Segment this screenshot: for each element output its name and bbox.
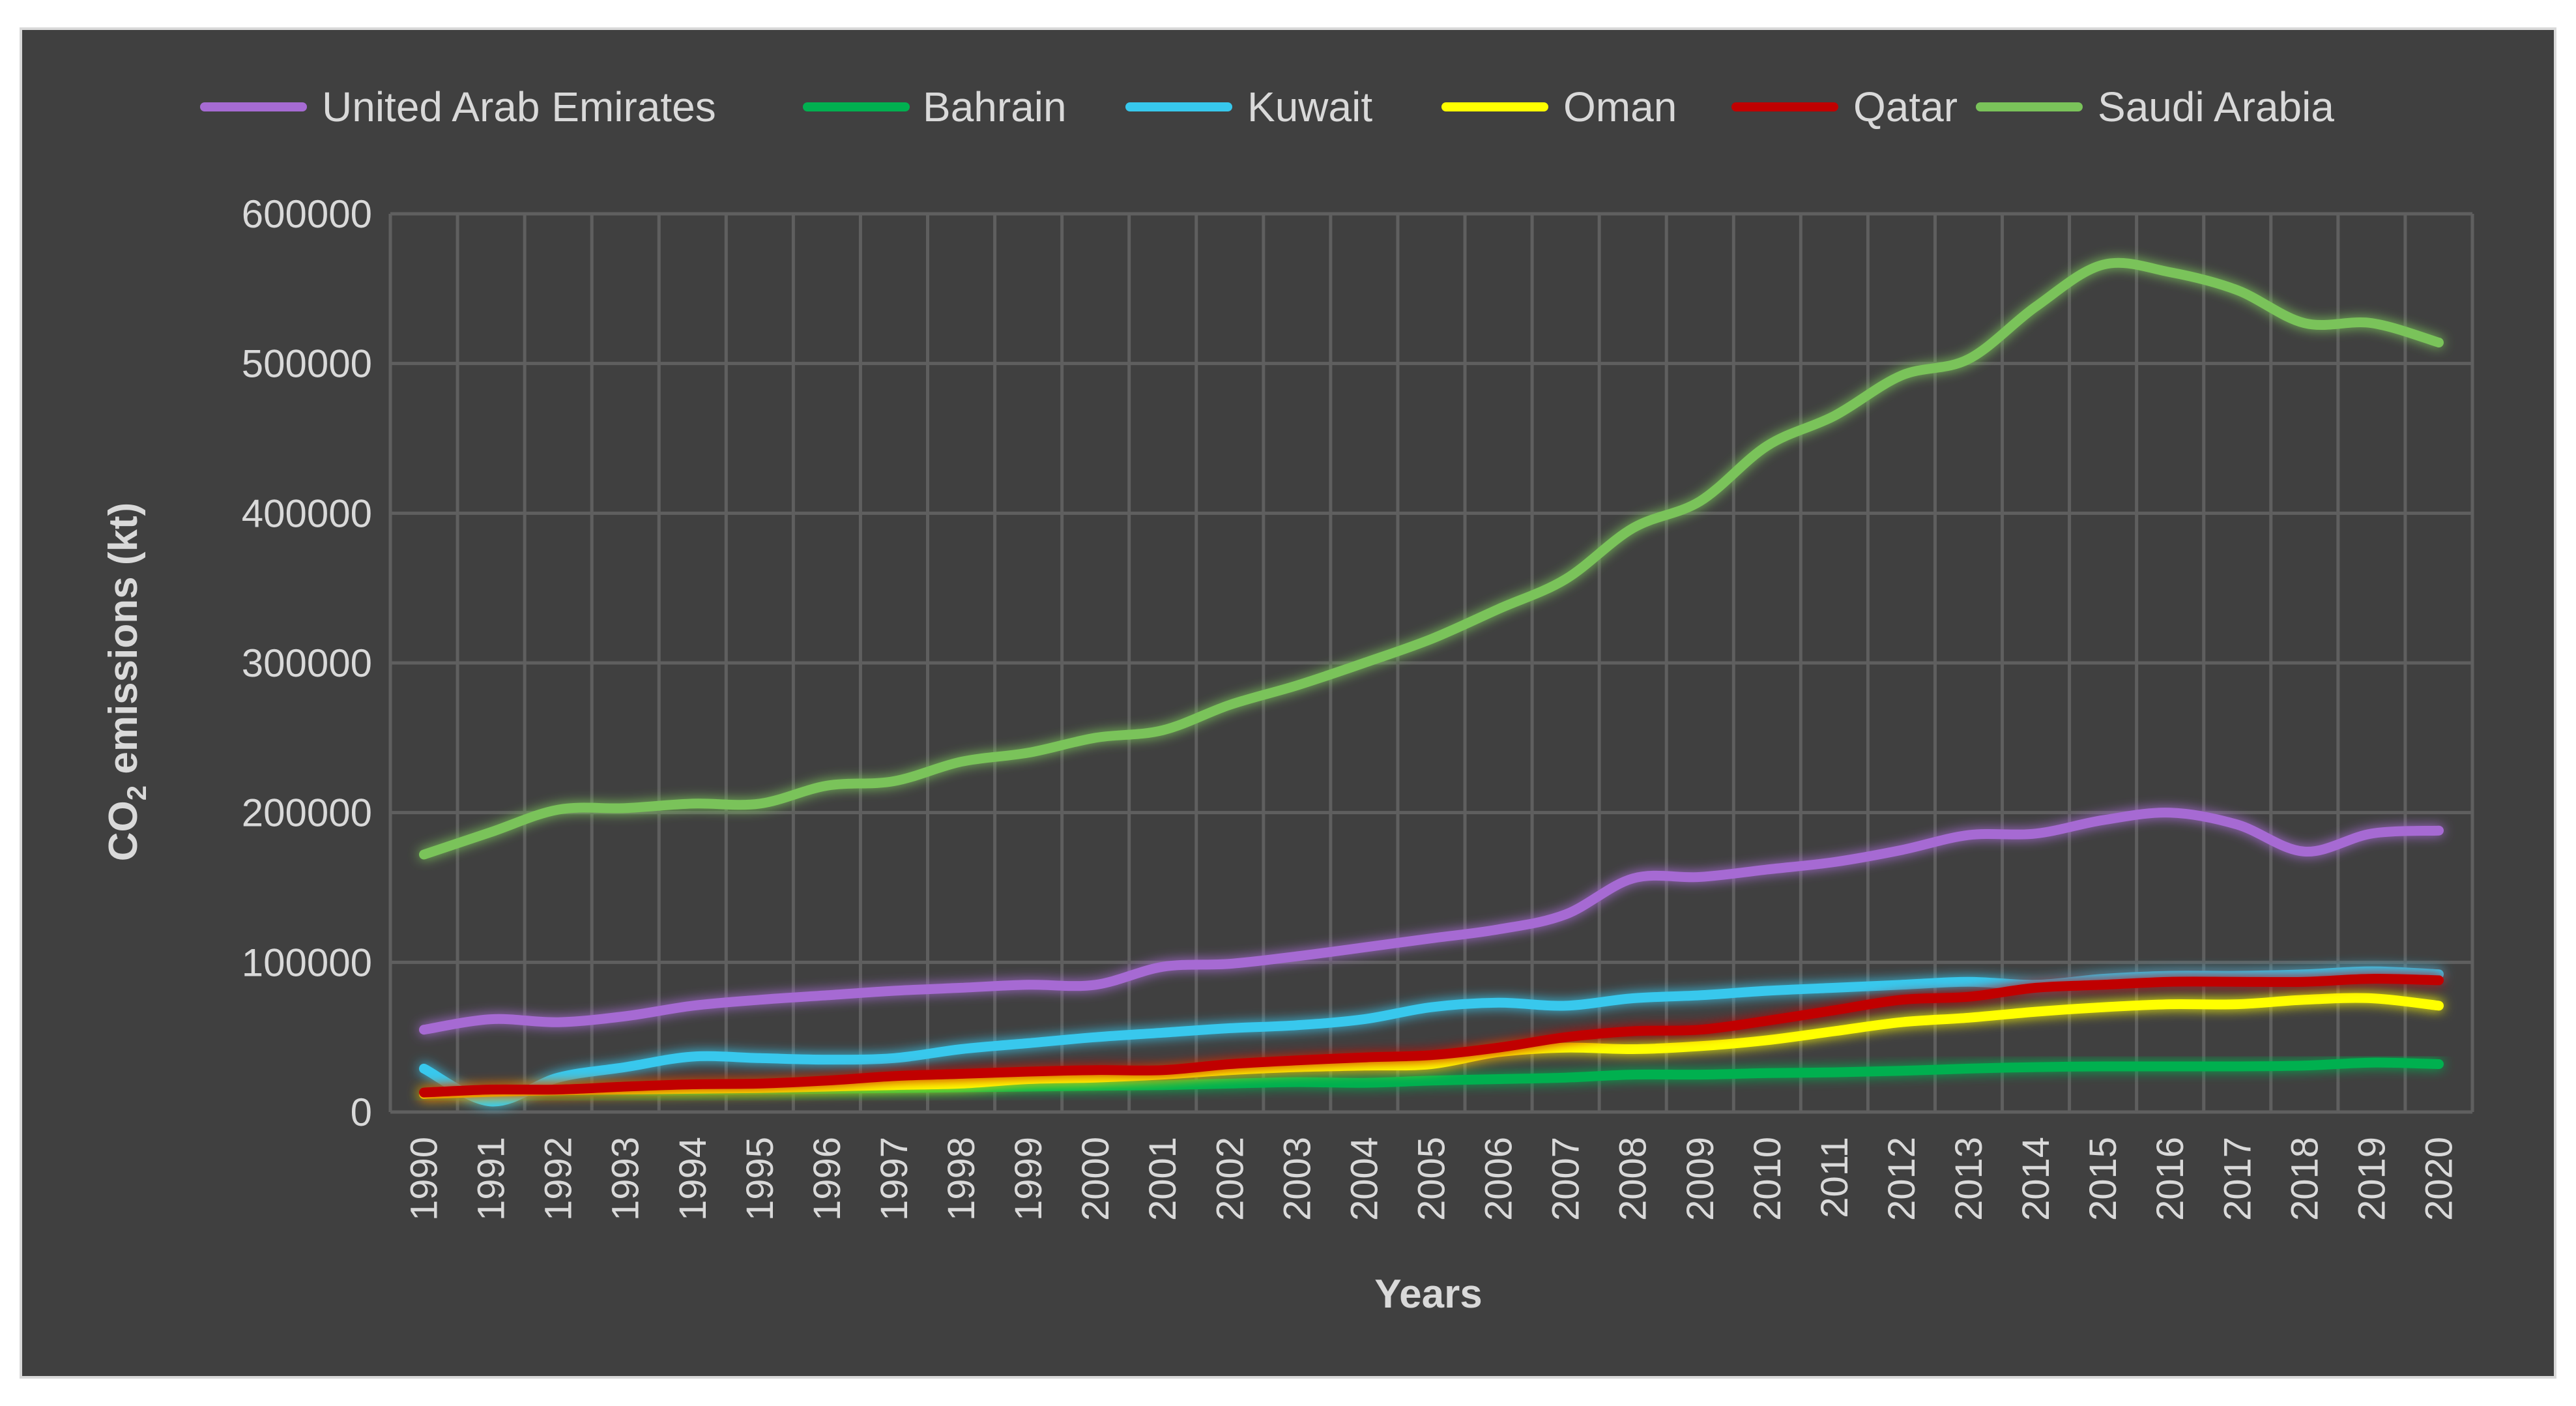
x-tick-label: 1993 [605,1137,647,1221]
legend-label-saudi-arabia: Saudi Arabia [2098,83,2334,130]
x-tick-label: 2015 [2082,1137,2124,1221]
x-tick-label: 2013 [1948,1137,1990,1221]
y-tick-label: 200000 [242,791,372,835]
y-axis-title-rest: emissions (kt) [101,503,146,785]
y-axis-ticks: 0 100000 200000 300000 400000 500000 600000 [242,192,372,1134]
chart-area: United Arab Emirates Bahrain Kuwait Oman Qat… [20,27,2556,1379]
x-tick-label: 1996 [806,1137,848,1221]
x-tick-label: 2008 [1612,1137,1655,1221]
y-tick-label: 0 [351,1091,372,1134]
x-tick-label: 1991 [470,1137,513,1221]
x-tick-label: 2012 [1881,1137,1923,1221]
x-tick-label: 2010 [1746,1137,1789,1221]
x-tick-label: 2000 [1075,1137,1117,1221]
x-tick-label: 1994 [672,1137,714,1221]
x-tick-label: 1999 [1007,1137,1050,1221]
y-tick-label: 300000 [242,641,372,685]
x-tick-label: 2005 [1411,1137,1453,1221]
series-line-kuwait [419,966,2444,1107]
x-tick-label: 2020 [2418,1137,2460,1221]
x-tick-label: 2019 [2351,1137,2393,1221]
legend-label-bahrain: Bahrain [923,83,1067,130]
x-tick-label: 2009 [1679,1137,1722,1221]
y-tick-label: 600000 [242,192,372,236]
legend: United Arab Emirates Bahrain Kuwait Oman Qat… [200,83,2334,130]
x-tick-label: 2018 [2283,1137,2326,1221]
x-tick-label: 2003 [1276,1137,1318,1221]
series-line-qatar [419,974,2444,1098]
x-tick-label: 1992 [538,1137,580,1221]
x-tick-label: 1995 [739,1137,781,1221]
x-axis-ticks: 1990 1991 1992 1993 1994 1995 1996 1997 1998 1999… [403,1137,2461,1221]
x-tick-label: 2001 [1142,1137,1184,1221]
x-tick-label: 2006 [1478,1137,1520,1221]
x-axis-title: Years [1374,1272,1483,1317]
x-tick-label: 2007 [1545,1137,1587,1221]
x-tick-label: 1998 [940,1137,983,1221]
legend-label-kuwait: Kuwait [1247,83,1372,130]
x-tick-label: 2016 [2149,1137,2192,1221]
x-tick-label: 2017 [2216,1137,2259,1221]
y-tick-label: 500000 [242,342,372,386]
legend-label-oman: Oman [1563,83,1677,130]
y-axis-title-subscript: 2 [121,785,152,800]
gridlines [388,212,2474,1114]
x-tick-label: 1990 [403,1137,446,1221]
x-tick-label: 2002 [1209,1137,1251,1221]
x-tick-label: 2014 [2015,1137,2057,1221]
y-axis-title: CO2 emissions (kt) [101,503,152,861]
y-tick-label: 100000 [242,941,372,984]
legend-label-united-arab-emirates: United Arab Emirates [322,83,716,130]
legend-label-qatar: Qatar [1853,83,1958,130]
x-tick-label: 2004 [1343,1137,1385,1221]
y-tick-label: 400000 [242,491,372,535]
x-tick-label: 2011 [1814,1137,1856,1218]
line-chart: United Arab Emirates Bahrain Kuwait Oman Qat… [101,83,2474,1317]
series-lines [419,257,2444,1107]
series-line-saudi-arabia [419,257,2444,860]
y-axis-title-main: CO [101,800,146,861]
series-line-united-arab-emirates [419,808,2444,1035]
x-tick-label: 1997 [873,1137,916,1221]
